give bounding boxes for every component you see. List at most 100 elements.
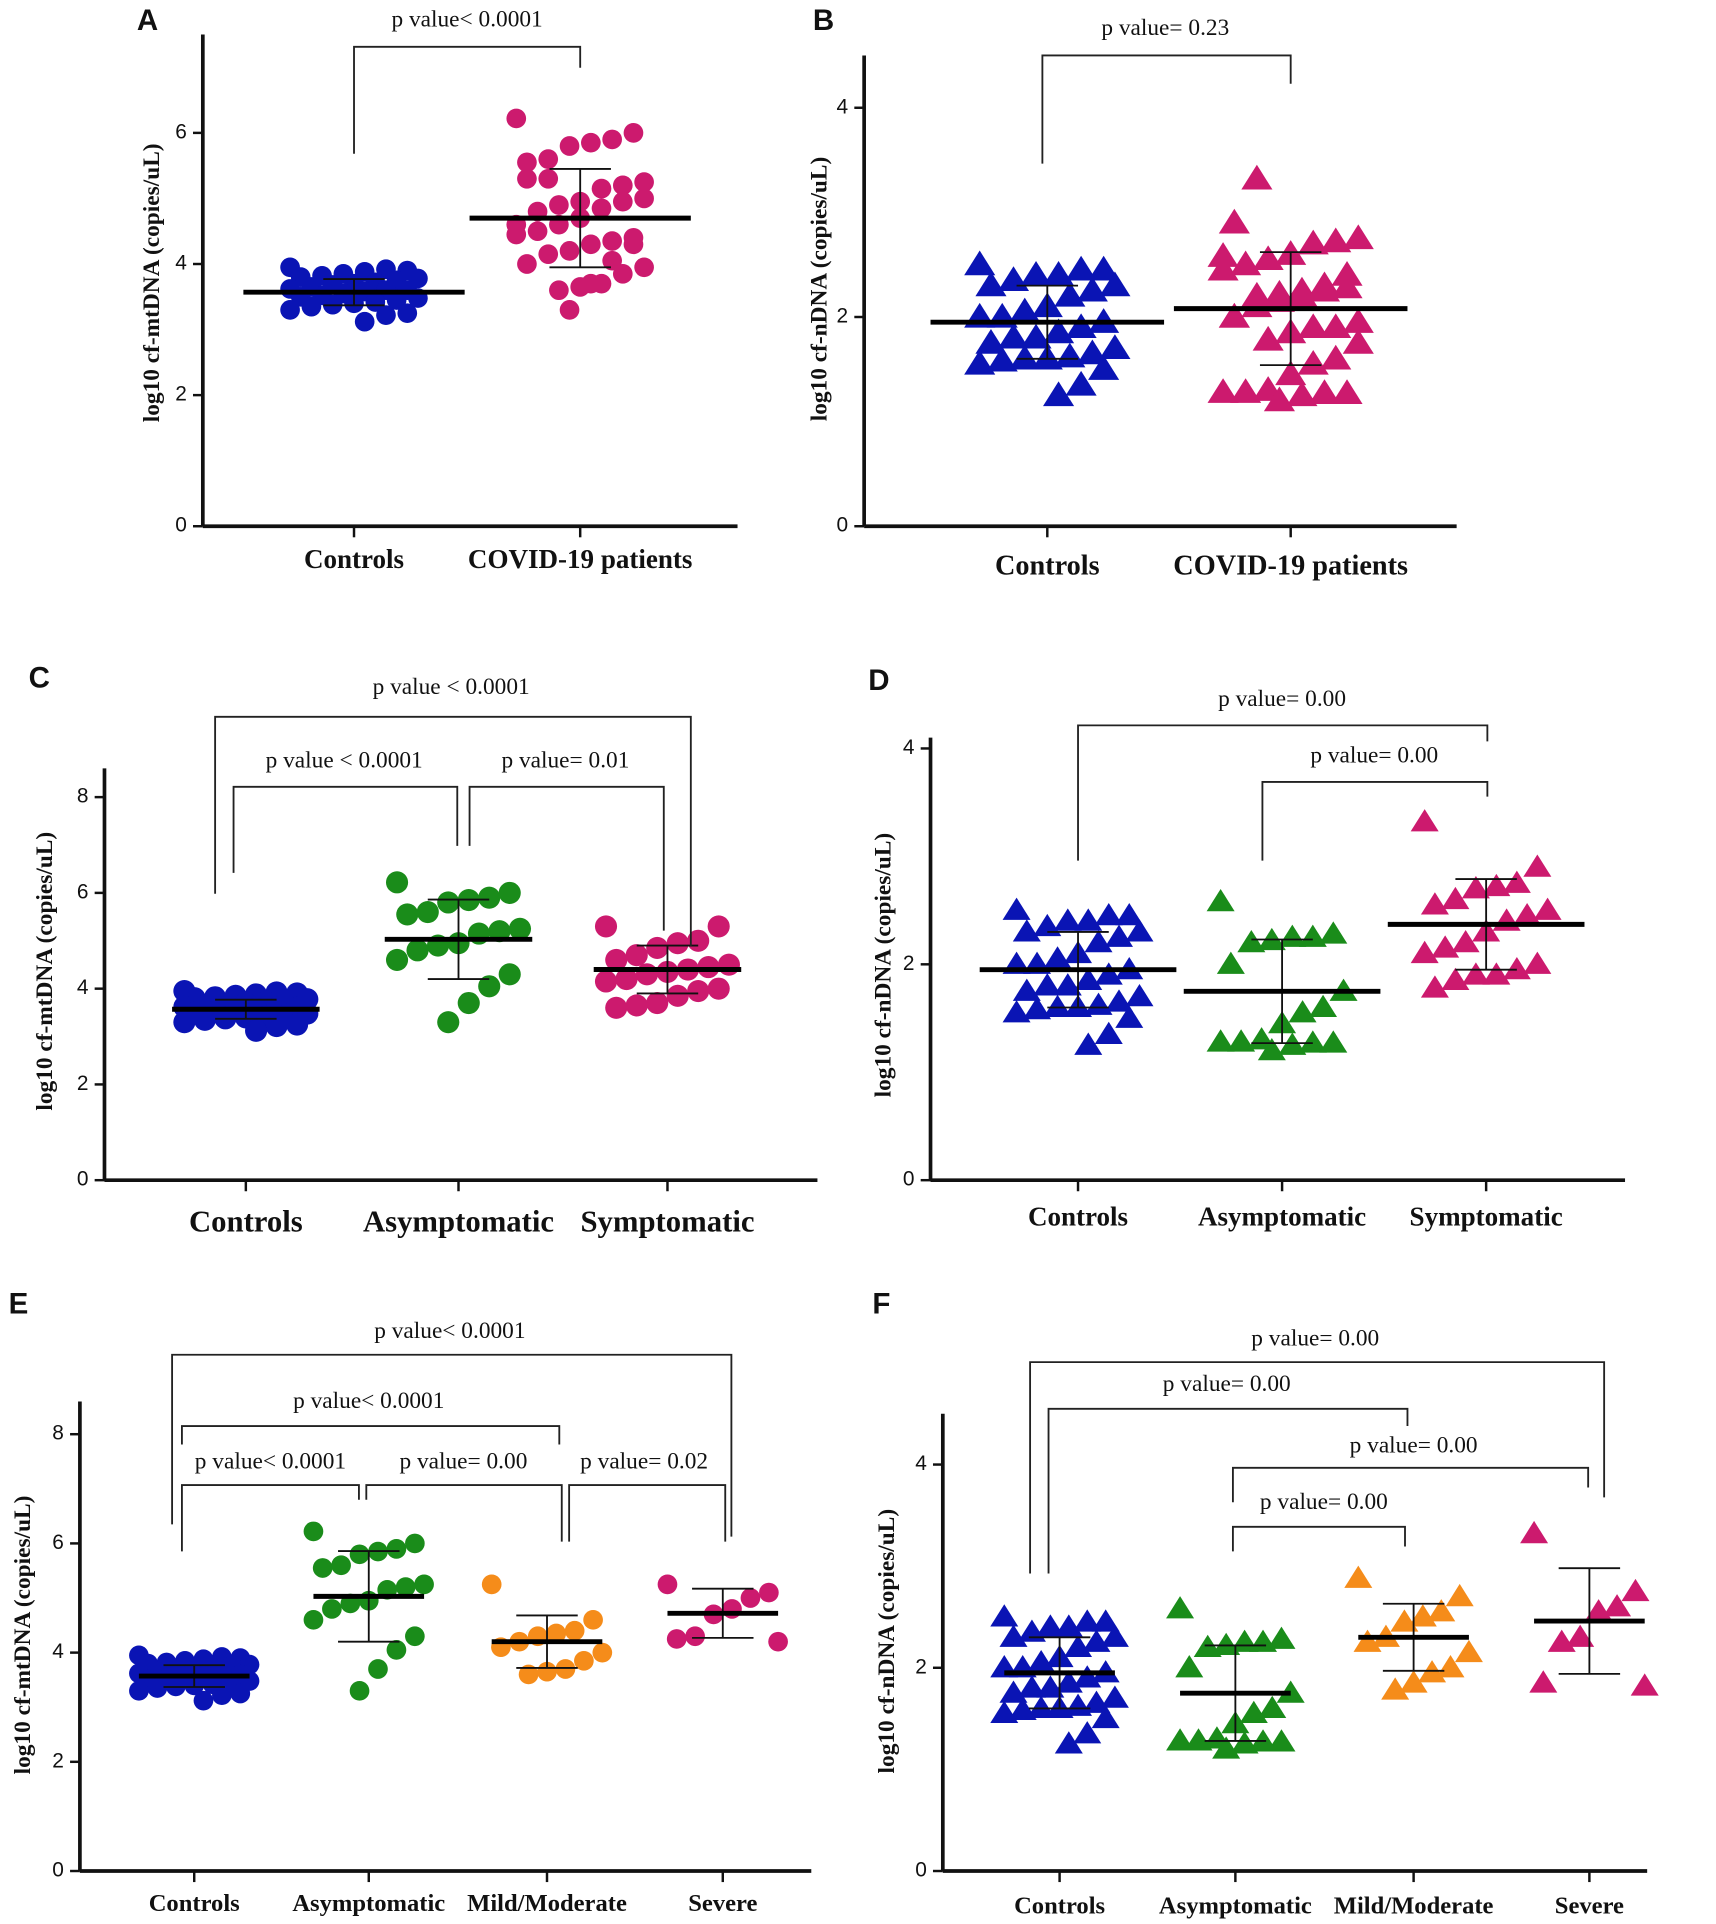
data-point	[1529, 1670, 1558, 1693]
data-point	[1603, 1594, 1632, 1617]
data-point	[559, 300, 580, 320]
x-tick-label: COVID-19 patients	[468, 544, 693, 574]
data-point	[1482, 962, 1511, 985]
data-point	[1630, 1673, 1659, 1696]
y-axis-label: log10 cf-nDNA (copies/uL)	[806, 157, 832, 422]
data-point	[605, 948, 628, 971]
data-point	[1492, 908, 1521, 931]
data-point	[999, 1680, 1028, 1703]
data-point	[312, 1558, 333, 1578]
data-point	[1297, 229, 1329, 255]
x-tick-label: Mild/Moderate	[1334, 1893, 1494, 1920]
data-point	[147, 1678, 168, 1698]
p-value-label: p value= 0.00	[399, 1448, 527, 1474]
data-point	[537, 1661, 557, 1682]
data-point	[1431, 935, 1460, 958]
data-point	[1184, 1728, 1213, 1751]
data-point	[1399, 1670, 1428, 1693]
data-point	[481, 1574, 502, 1595]
data-point	[1082, 1690, 1111, 1713]
data-point	[1420, 892, 1449, 915]
data-point	[1115, 903, 1144, 926]
data-point	[396, 903, 419, 926]
y-tick-label: 0	[175, 514, 187, 537]
data-point	[1297, 349, 1329, 375]
significance-bracket	[181, 1425, 561, 1445]
data-point	[1252, 325, 1284, 351]
data-point	[1023, 996, 1052, 1020]
data-point	[997, 323, 1030, 349]
data-point	[354, 311, 375, 332]
data-point	[997, 266, 1030, 291]
data-point	[538, 244, 559, 265]
y-tick-label: 2	[175, 383, 187, 406]
data-point	[685, 1626, 705, 1647]
data-point	[517, 168, 537, 189]
data-point	[990, 1604, 1019, 1627]
data-point	[1427, 1599, 1456, 1622]
x-tick-label: Symptomatic	[580, 1204, 754, 1238]
panel-letter: E	[9, 1287, 29, 1320]
data-point	[1027, 1649, 1056, 1673]
y-tick-label: 6	[175, 120, 187, 143]
data-point	[1073, 1665, 1102, 1688]
data-point	[193, 1008, 216, 1031]
panel-letter: B	[813, 4, 834, 37]
data-point	[265, 1014, 288, 1038]
data-point	[1017, 1675, 1046, 1698]
data-point	[1212, 1632, 1241, 1655]
data-point	[1084, 930, 1113, 953]
data-point	[546, 1623, 567, 1644]
data-point	[623, 227, 644, 248]
data-point	[1088, 255, 1120, 281]
data-point	[1166, 1596, 1195, 1619]
data-point	[365, 292, 386, 312]
data-point	[1094, 962, 1123, 985]
data-point	[1115, 1005, 1144, 1028]
data-point	[406, 939, 429, 962]
data-point	[657, 1574, 678, 1595]
x-tick-label: COVID-19 patients	[1173, 551, 1408, 582]
data-point	[612, 175, 633, 196]
p-value-label: p value= 0.00	[1350, 1432, 1478, 1458]
data-point	[1267, 1626, 1296, 1649]
significance-bracket	[232, 785, 459, 873]
y-axis-label: log10 cf-nDNA (copies/uL)	[870, 833, 896, 1098]
p-value-label: p value= 0.23	[1101, 15, 1229, 41]
data-point	[634, 257, 654, 278]
data-point	[1012, 978, 1041, 1001]
y-tick-label: 0	[52, 1859, 64, 1882]
data-point	[635, 963, 659, 986]
data-point	[1036, 1675, 1065, 1698]
data-point	[1263, 287, 1295, 312]
data-point	[1331, 273, 1363, 299]
y-axis-label: log10 cf-mtDNA (copies/uL)	[10, 1496, 36, 1775]
data-point	[1278, 924, 1307, 947]
data-point	[759, 1582, 779, 1603]
panel-letter: C	[29, 662, 50, 695]
data-point	[1241, 164, 1273, 190]
significance-bracket	[1041, 54, 1292, 164]
data-point	[559, 241, 580, 261]
data-point	[1054, 1670, 1083, 1693]
data-point	[623, 123, 644, 143]
data-point	[1286, 281, 1318, 307]
data-point	[1009, 344, 1041, 370]
data-point	[1331, 379, 1363, 404]
p-value-label: p value< 0.0001	[391, 6, 542, 32]
y-tick-label: 2	[903, 952, 915, 975]
data-point	[1100, 1685, 1129, 1708]
data-point	[303, 1521, 324, 1542]
y-tick-label: 4	[77, 976, 89, 999]
x-tick-label: Controls	[149, 1890, 240, 1917]
data-point	[538, 168, 559, 189]
data-point	[478, 886, 501, 909]
data-point	[517, 254, 537, 274]
data-point	[594, 970, 618, 993]
data-point	[768, 1631, 788, 1652]
data-point	[549, 280, 569, 301]
data-point	[1207, 242, 1239, 267]
data-point	[615, 968, 638, 991]
